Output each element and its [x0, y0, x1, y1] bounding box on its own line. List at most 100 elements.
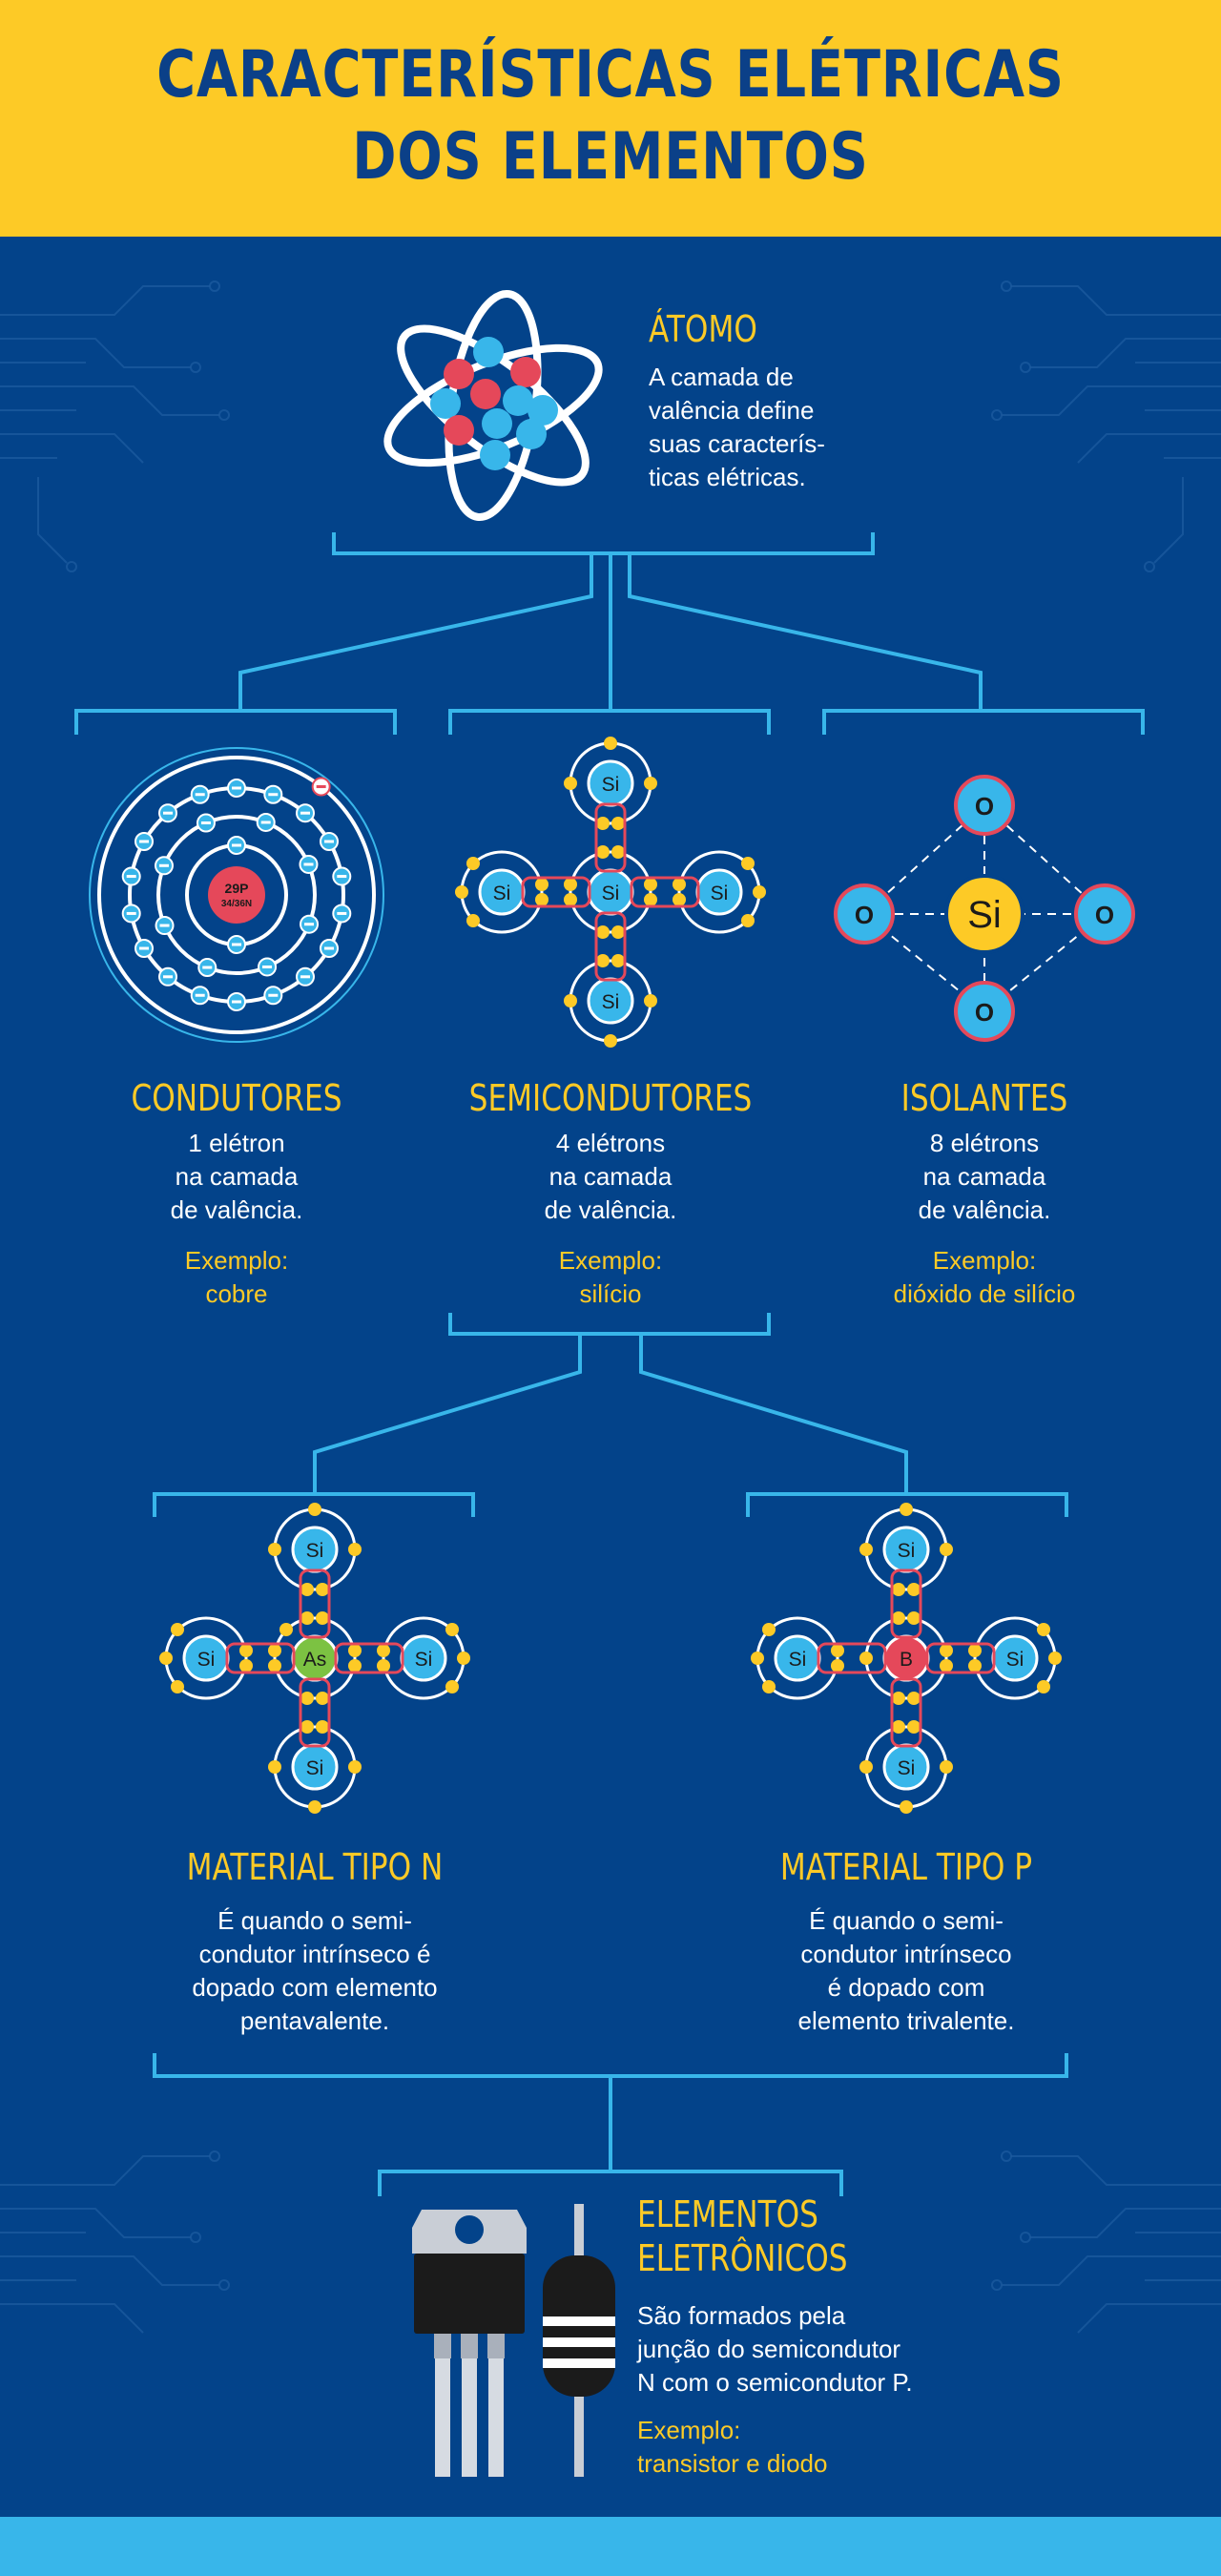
valence-electron: [968, 1644, 982, 1657]
valence-electron: [316, 1692, 329, 1705]
valence-electron: [644, 878, 657, 891]
valence-electron: [900, 1503, 913, 1516]
n-type-lattice-diagram: Si Si Si Si As: [159, 1503, 470, 1814]
valence-electron: [171, 1680, 184, 1693]
title-line-2: DOS ELEMENTOS: [352, 119, 869, 195]
valence-electron: [596, 817, 610, 830]
semiconductors-example: Exemplo: silício: [558, 1246, 663, 1308]
atom-heading: ÁTOMO: [649, 308, 757, 350]
valence-electron: [762, 1680, 776, 1693]
electron: [332, 866, 352, 886]
electron: [197, 958, 217, 978]
electron: [190, 986, 210, 1006]
silicon-atom: Si: [268, 1503, 362, 1596]
valence-electron: [300, 1583, 314, 1596]
electronics-description: São formados pela junção do semicondutor…: [637, 2301, 913, 2397]
valence-electron: [644, 893, 657, 906]
valence-electron: [741, 857, 755, 870]
type-n-heading: MATERIAL TIPO N: [186, 1846, 444, 1888]
oxygen-atom: O: [954, 775, 1015, 836]
svg-text:Si: Si: [602, 883, 620, 904]
valence-electron: [907, 1692, 921, 1705]
valence-electron: [596, 845, 610, 859]
electron: [196, 813, 216, 833]
circuit-background-decoration: [0, 285, 1221, 2334]
svg-text:O: O: [975, 792, 994, 821]
insulators-description: 8 elétrons na camada de valência.: [918, 1129, 1051, 1224]
silicon-atom: Si: [564, 737, 657, 830]
electron: [256, 812, 276, 832]
electron: [295, 803, 315, 823]
valence-electron: [968, 1659, 982, 1672]
valence-electron: [596, 954, 610, 967]
atom-description: A camada de valência define suas caracte…: [649, 363, 825, 491]
valence-electron: [611, 925, 625, 939]
svg-text:Si: Si: [602, 991, 620, 1013]
copper-atom-diagram: 29P 34/36N: [89, 747, 384, 1043]
valence-electron: [940, 1644, 953, 1657]
valence-electron: [644, 777, 657, 790]
electron: [332, 904, 352, 924]
svg-text:Si: Si: [493, 883, 511, 904]
valence-electron: [673, 878, 686, 891]
valence-electron: [239, 1644, 253, 1657]
nucleus-protons: 29P: [225, 881, 249, 896]
valence-electron: [348, 1659, 362, 1672]
electron: [135, 939, 155, 958]
valence-electron: [859, 1760, 873, 1774]
valence-electron: [377, 1644, 390, 1657]
valence-electron: [892, 1611, 905, 1625]
transistor-icon: [412, 2210, 527, 2477]
insulators-example: Exemplo: dióxido de silício: [893, 1246, 1076, 1308]
svg-text:B: B: [900, 1649, 913, 1671]
svg-text:Si: Si: [898, 1540, 916, 1562]
covalent-bond: [299, 1568, 331, 1639]
valence-electron: [279, 1623, 293, 1636]
electron: [295, 966, 315, 987]
electron: [300, 914, 320, 934]
conductors-example: Exemplo: cobre: [184, 1246, 289, 1308]
conductors-description: 1 elétron na camada de valência.: [170, 1129, 303, 1224]
header-banner: [0, 0, 1221, 237]
electron-shells: [121, 777, 352, 1011]
electron: [121, 904, 141, 924]
svg-text:Si: Si: [789, 1649, 807, 1671]
silicon-atom: Si: [455, 850, 548, 934]
valence-electron: [831, 1644, 844, 1657]
valence-electron: [564, 893, 577, 906]
covalent-bond: [334, 1642, 404, 1674]
valence-electron: [751, 1652, 764, 1665]
oxygen-atom: O: [1074, 883, 1135, 945]
electronics-heading: ELEMENTOS ELETRÔNICOS: [637, 2193, 848, 2279]
valence-electron: [159, 1652, 173, 1665]
title-line-1: CARACTERÍSTICAS ELÉTRICAS: [156, 37, 1065, 113]
valence-electron: [466, 857, 480, 870]
valence-electron: [611, 845, 625, 859]
valence-electron: [940, 1659, 953, 1672]
covalent-bond: [817, 1642, 887, 1674]
valence-electron: [300, 1720, 314, 1734]
electron: [311, 777, 331, 797]
svg-text:Si: Si: [898, 1757, 916, 1779]
svg-text:O: O: [975, 998, 994, 1027]
electron: [154, 856, 174, 876]
valence-electron: [535, 893, 548, 906]
electron: [190, 784, 210, 804]
covalent-bond: [299, 1677, 331, 1748]
electron: [263, 784, 283, 804]
covalent-bond: [630, 876, 700, 908]
valence-electron: [348, 1644, 362, 1657]
electron: [258, 957, 278, 977]
silicon-atom: Si: [968, 1616, 1062, 1700]
semiconductors-description: 4 elétrons na camada de valência.: [544, 1129, 677, 1224]
valence-electron: [308, 1503, 321, 1516]
valence-electron: [940, 1760, 953, 1774]
covalent-bond: [890, 1568, 922, 1639]
valence-electron: [907, 1720, 921, 1734]
covalent-bond: [594, 802, 627, 873]
valence-electron: [308, 1800, 321, 1814]
svg-text:As: As: [303, 1649, 327, 1671]
valence-electron: [1037, 1623, 1050, 1636]
type-p-heading: MATERIAL TIPO P: [779, 1846, 1033, 1888]
electron: [135, 832, 155, 851]
